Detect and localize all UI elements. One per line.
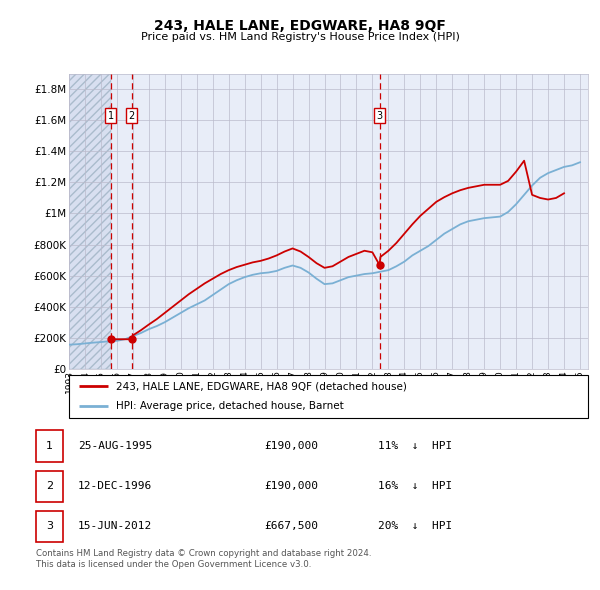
- Text: 1: 1: [108, 111, 114, 121]
- Text: 15-JUN-2012: 15-JUN-2012: [78, 522, 152, 531]
- Text: 3: 3: [377, 111, 383, 121]
- Text: Price paid vs. HM Land Registry's House Price Index (HPI): Price paid vs. HM Land Registry's House …: [140, 32, 460, 42]
- Text: £667,500: £667,500: [264, 522, 318, 531]
- Text: 20%  ↓  HPI: 20% ↓ HPI: [378, 522, 452, 531]
- Text: £190,000: £190,000: [264, 441, 318, 451]
- Text: 243, HALE LANE, EDGWARE, HA8 9QF: 243, HALE LANE, EDGWARE, HA8 9QF: [154, 19, 446, 34]
- Text: HPI: Average price, detached house, Barnet: HPI: Average price, detached house, Barn…: [116, 401, 343, 411]
- Text: £190,000: £190,000: [264, 481, 318, 491]
- Text: 1: 1: [46, 441, 53, 451]
- Text: Contains HM Land Registry data © Crown copyright and database right 2024.
This d: Contains HM Land Registry data © Crown c…: [36, 549, 371, 569]
- Text: 243, HALE LANE, EDGWARE, HA8 9QF (detached house): 243, HALE LANE, EDGWARE, HA8 9QF (detach…: [116, 381, 407, 391]
- Text: 12-DEC-1996: 12-DEC-1996: [78, 481, 152, 491]
- Bar: [69, 74, 110, 369]
- Text: 11%  ↓  HPI: 11% ↓ HPI: [378, 441, 452, 451]
- Text: 25-AUG-1995: 25-AUG-1995: [78, 441, 152, 451]
- Text: 3: 3: [46, 522, 53, 531]
- Text: 2: 2: [128, 111, 135, 121]
- Text: 16%  ↓  HPI: 16% ↓ HPI: [378, 481, 452, 491]
- Text: 2: 2: [46, 481, 53, 491]
